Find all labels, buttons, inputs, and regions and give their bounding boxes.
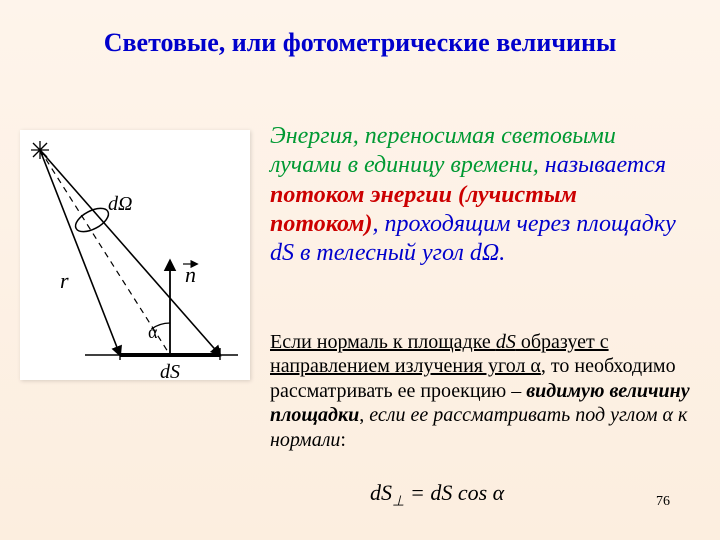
slide: { "title": { "text": "Световые, или фото… bbox=[0, 0, 720, 540]
ray-left bbox=[40, 150, 120, 355]
ps-s2: dS bbox=[496, 331, 516, 353]
label-r: r bbox=[60, 268, 69, 293]
diagram-container: dΩ r α n dS bbox=[20, 130, 250, 380]
label-n: n bbox=[183, 262, 197, 287]
ps-s1: Если нормаль к площадке bbox=[270, 331, 496, 353]
formula-text: dS⊥ = dS cos α bbox=[370, 480, 504, 505]
svg-text:n: n bbox=[185, 262, 196, 287]
ps-s8: : bbox=[340, 429, 346, 451]
label-dS: dS bbox=[160, 361, 180, 380]
title-text: Световые, или фотометрические величины bbox=[104, 28, 617, 57]
diagram-svg: dΩ r α n dS bbox=[20, 130, 250, 380]
formula: dS⊥ = dS cos α bbox=[370, 480, 504, 510]
paragraph-sub: Если нормаль к площадке dS образует с на… bbox=[270, 330, 700, 452]
page-title: Световые, или фотометрические величины bbox=[0, 28, 720, 58]
pm-s2: называется bbox=[539, 152, 666, 178]
page-number: 76 bbox=[656, 494, 670, 510]
ray-right bbox=[40, 150, 220, 355]
pm-s4: , bbox=[372, 211, 384, 237]
label-dOmega: dΩ bbox=[108, 193, 132, 215]
label-alpha: α bbox=[148, 322, 158, 342]
paragraph-main: Энергия, переносимая световыми лучами в … bbox=[270, 122, 690, 268]
ps-s6: , bbox=[359, 404, 369, 426]
